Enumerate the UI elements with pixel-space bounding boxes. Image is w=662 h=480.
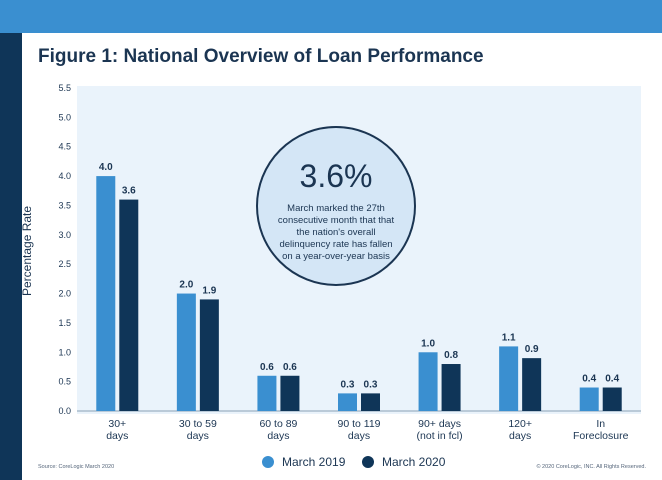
legend-swatch-march-2019	[262, 456, 274, 468]
data-label: 3.6	[122, 186, 136, 197]
data-label: 2.0	[179, 280, 193, 291]
bar-march-2019	[257, 375, 277, 411]
x-tick-label: Foreclosure	[573, 430, 629, 442]
callout-text: March marked the 27th consecutive month …	[277, 203, 395, 262]
bar-march-2019	[176, 293, 196, 411]
bar-march-2019	[418, 352, 438, 411]
data-label: 1.9	[202, 285, 216, 296]
bar-march-2019	[338, 393, 357, 411]
y-tick-label: 2.5	[58, 259, 71, 269]
x-tick-label: days	[509, 430, 531, 442]
y-axis-label: Percentage Rate	[20, 205, 34, 296]
data-label: 0.4	[605, 374, 619, 385]
x-tick-label: 90 to 119	[337, 418, 380, 430]
data-label: 0.8	[444, 350, 458, 361]
x-tick-label: (not in fcl)	[417, 430, 463, 442]
data-label: 0.4	[582, 374, 596, 385]
data-label: 0.9	[525, 344, 539, 355]
bar-march-2020	[199, 299, 219, 411]
copyright-note: © 2020 CoreLogic, INC. All Rights Reserv…	[536, 464, 646, 470]
y-tick-label: 5.5	[58, 83, 71, 93]
side-bar	[0, 33, 22, 480]
data-label: 4.0	[99, 162, 113, 173]
bar-march-2020	[119, 199, 139, 411]
y-tick-label: 0.0	[58, 406, 71, 416]
legend-label-march-2019: March 2019	[282, 455, 346, 469]
bar-march-2019	[499, 346, 519, 411]
legend-label-march-2020: March 2020	[382, 455, 446, 469]
bar-march-2020	[602, 387, 622, 411]
bar-march-2020	[361, 393, 380, 411]
data-label: 0.6	[260, 362, 274, 373]
chart-title: Figure 1: National Overview of Loan Perf…	[38, 46, 484, 67]
y-tick-label: 3.0	[58, 230, 71, 240]
y-tick-label: 3.5	[58, 200, 71, 210]
data-label: 0.3	[341, 379, 355, 390]
x-tick-label: days	[267, 430, 289, 442]
legend-item-march-2019: March 2019	[262, 455, 345, 469]
source-note: Source: CoreLogic March 2020	[38, 464, 115, 470]
data-label: 0.6	[283, 362, 297, 373]
y-tick-label: 4.5	[58, 142, 71, 152]
callout-value: 3.6%	[299, 158, 373, 194]
legend-swatch-march-2020	[362, 456, 374, 468]
y-tick-label: 1.5	[58, 318, 71, 328]
x-tick-label: 120+	[508, 418, 532, 430]
x-tick-label: days	[106, 430, 128, 442]
bar-march-2020	[441, 364, 461, 411]
x-tick-label: 30+	[108, 418, 126, 430]
data-label: 1.0	[421, 338, 435, 349]
x-tick-label: 90+ days	[418, 418, 461, 430]
x-tick-label: 30 to 59	[179, 418, 217, 430]
x-tick-label: In	[596, 418, 605, 430]
bar-march-2019	[579, 387, 599, 411]
x-tick-label: days	[348, 430, 370, 442]
y-tick-label: 0.5	[58, 377, 71, 387]
y-tick-label: 2.0	[58, 289, 71, 299]
x-tick-label: 60 to 89	[259, 418, 297, 430]
bar-march-2020	[522, 358, 542, 411]
header-bar	[0, 0, 662, 33]
callout-circle: 3.6% March marked the 27th consecutive m…	[256, 126, 416, 286]
legend-item-march-2020: March 2020	[362, 455, 445, 469]
data-label: 1.1	[502, 332, 516, 343]
y-tick-label: 1.0	[58, 347, 71, 357]
bar-march-2019	[96, 176, 116, 411]
data-label: 0.3	[364, 379, 378, 390]
y-tick-label: 5.0	[58, 112, 71, 122]
y-tick-label: 4.0	[58, 171, 71, 181]
bar-march-2020	[280, 375, 300, 411]
x-tick-label: days	[187, 430, 209, 442]
